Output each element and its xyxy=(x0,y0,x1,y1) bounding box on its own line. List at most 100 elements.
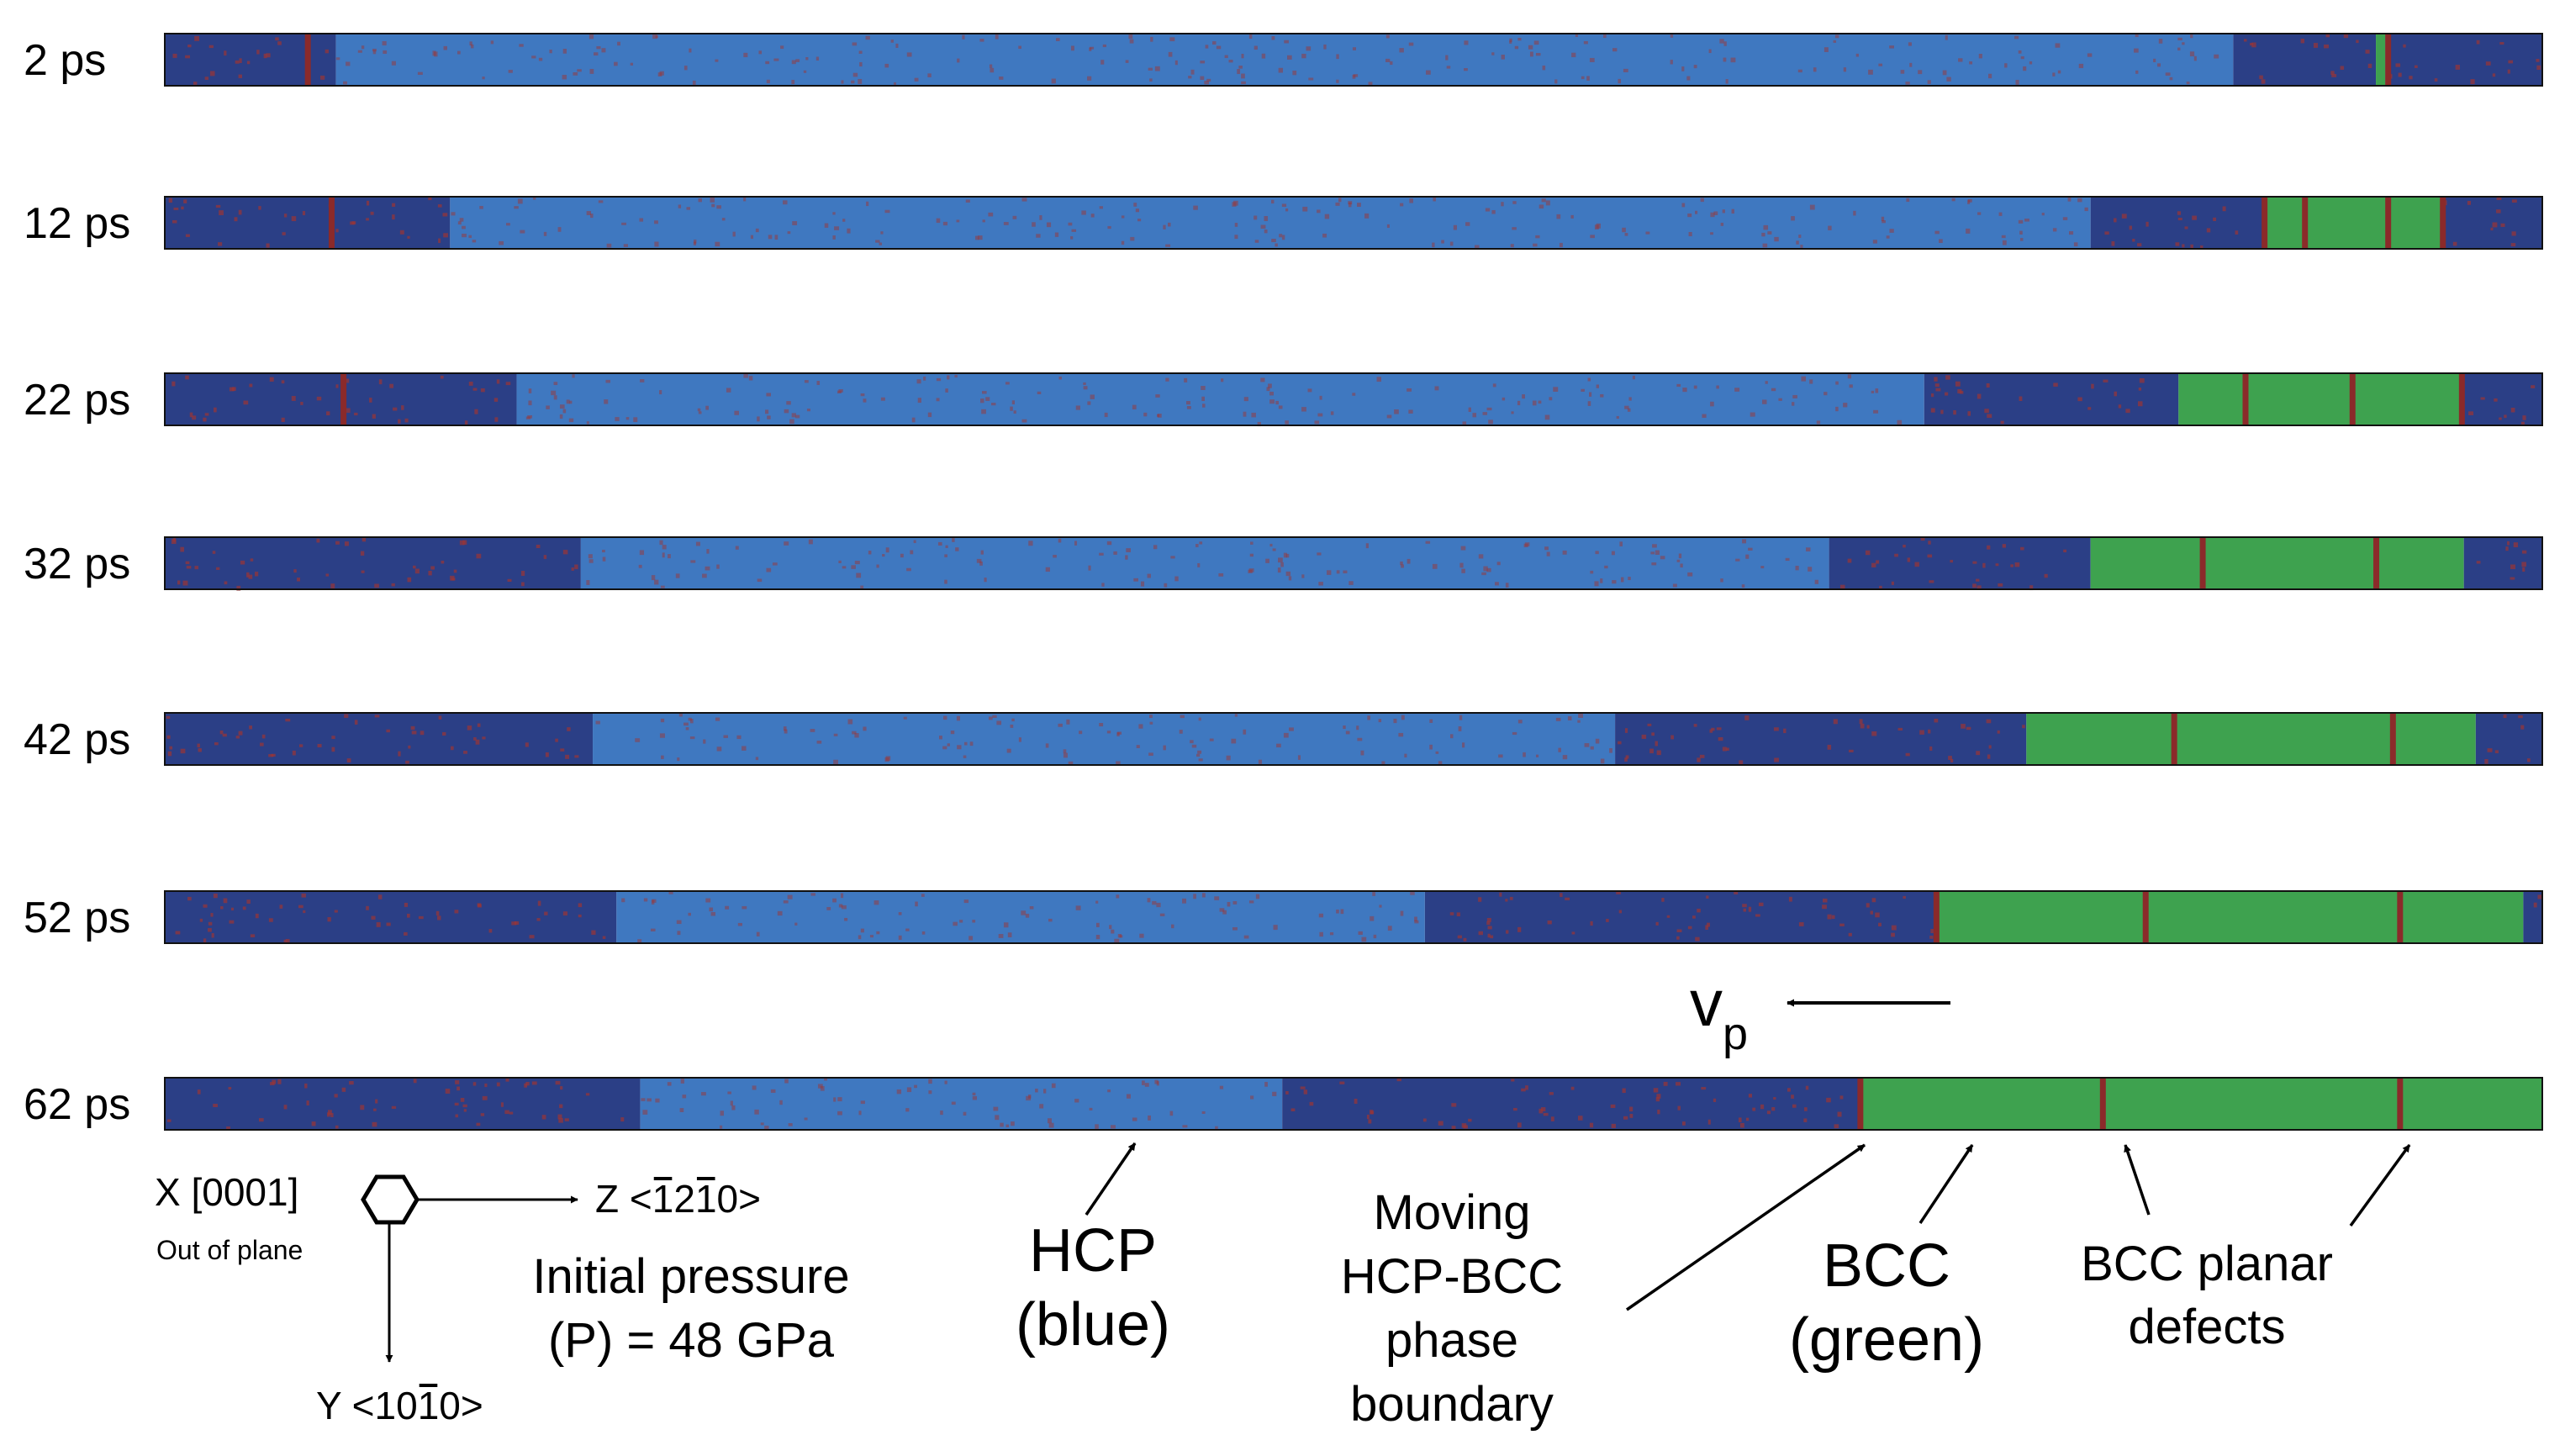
atom-speckle xyxy=(841,905,847,910)
atom-speckle xyxy=(1048,1122,1054,1128)
atom-speckle xyxy=(1792,394,1797,398)
atom-speckle xyxy=(2052,228,2057,232)
atom-speckle xyxy=(711,203,715,208)
atom-speckle xyxy=(1562,550,1567,555)
atom-speckle xyxy=(441,560,445,564)
atom-speckle xyxy=(1163,745,1166,751)
defect-arrow-right xyxy=(2349,1143,2411,1227)
atom-speckle xyxy=(1090,214,1095,218)
atom-speckle xyxy=(876,931,880,935)
atom-speckle xyxy=(633,417,638,423)
atom-speckle xyxy=(536,918,541,921)
atom-speckle xyxy=(374,715,380,718)
atom-speckle xyxy=(372,50,377,55)
atom-speckle xyxy=(914,77,919,82)
atom-speckle xyxy=(360,551,365,556)
atom-speckle xyxy=(2134,48,2139,53)
atom-speckle xyxy=(1370,1110,1374,1115)
atom-speckle xyxy=(1104,412,1108,418)
atom-speckle xyxy=(1961,724,1966,729)
atom-speckle xyxy=(1243,935,1249,939)
atom-speckle xyxy=(787,894,793,899)
atom-speckle xyxy=(2500,223,2505,227)
atom-speckle xyxy=(1670,60,1673,65)
atom-speckle xyxy=(2077,198,2082,203)
atom-speckle xyxy=(418,915,424,920)
atom-speckle xyxy=(571,567,574,571)
atom-speckle xyxy=(1032,222,1036,227)
atom-speckle xyxy=(1681,203,1686,208)
atom-speckle xyxy=(1116,761,1121,766)
atom-speckle xyxy=(1218,572,1224,577)
atom-speckle xyxy=(995,1115,1000,1121)
atom-speckle xyxy=(366,905,369,910)
atom-speckle xyxy=(517,198,523,204)
atom-speckle xyxy=(1710,401,1714,407)
atom-speckle xyxy=(1720,222,1724,226)
atom-speckle xyxy=(459,540,465,546)
atom-speckle xyxy=(330,583,335,588)
atom-speckle xyxy=(755,757,759,761)
atom-speckle xyxy=(325,573,330,577)
atom-speckle xyxy=(1693,65,1697,69)
atom-speckle xyxy=(1357,737,1363,741)
atom-speckle xyxy=(794,922,798,926)
atom-speckle xyxy=(1336,54,1339,60)
atom-speckle xyxy=(1260,224,1266,229)
atom-speckle xyxy=(505,382,511,386)
atom-speckle xyxy=(978,235,983,240)
atom-speckle xyxy=(1499,892,1502,897)
atom-speckle xyxy=(1126,548,1131,552)
atom-speckle xyxy=(1053,554,1057,558)
velocity-label: vp xyxy=(1690,966,1748,1059)
atom-speckle xyxy=(956,219,960,223)
atom-speckle xyxy=(1197,563,1201,567)
snapshot-row: 32 ps xyxy=(24,536,2543,591)
atom-speckle xyxy=(268,754,274,757)
atom-speckle xyxy=(297,578,301,582)
boundary-line-4: boundary xyxy=(1350,1377,1554,1432)
atom-speckle xyxy=(1485,208,1491,212)
atom-speckle xyxy=(686,207,691,210)
atom-speckle xyxy=(1701,1087,1707,1090)
atom-speckle xyxy=(1063,749,1067,754)
atom-speckle xyxy=(1535,754,1539,757)
atom-speckle xyxy=(223,898,228,904)
atom-speckle xyxy=(414,568,420,574)
atom-speckle xyxy=(211,933,214,938)
atom-speckle xyxy=(255,572,259,577)
atom-speckle xyxy=(847,719,853,725)
atom-speckle xyxy=(1029,905,1034,910)
boundary-annotation: Moving HCP-BCC phase boundary xyxy=(1341,1143,1866,1432)
bcc-region xyxy=(2264,197,2443,249)
atom-speckle xyxy=(1280,562,1284,567)
planar-defect xyxy=(1933,891,1940,943)
atom-speckle xyxy=(1891,932,1895,937)
atom-speckle xyxy=(1068,222,1073,226)
atom-speckle xyxy=(1275,400,1279,405)
atom-speckle xyxy=(283,939,288,944)
atom-speckle xyxy=(506,223,510,226)
atom-speckle xyxy=(1988,73,1992,79)
atom-speckle xyxy=(1726,747,1729,752)
atom-speckle xyxy=(1496,562,1501,566)
atom-speckle xyxy=(1135,208,1140,213)
atom-speckle xyxy=(1284,40,1289,44)
atom-speckle xyxy=(635,738,641,742)
atom-speckle xyxy=(1339,1081,1345,1084)
atom-speckle xyxy=(460,1098,465,1102)
atom-speckle xyxy=(1101,583,1105,587)
atom-speckle xyxy=(344,541,349,546)
atom-speckle xyxy=(1977,585,1982,590)
atom-speckle xyxy=(1475,245,1480,249)
atom-speckle xyxy=(1929,580,1934,583)
atom-speckle xyxy=(279,905,283,909)
atom-speckle xyxy=(791,80,795,85)
y-index-1: 1 xyxy=(375,1384,397,1427)
atom-speckle xyxy=(702,573,707,578)
atom-speckle xyxy=(1366,1114,1370,1120)
atom-speckle xyxy=(1043,1089,1047,1094)
atom-speckle xyxy=(1581,388,1585,392)
atom-speckle xyxy=(189,412,193,418)
atom-speckle xyxy=(905,1108,910,1112)
